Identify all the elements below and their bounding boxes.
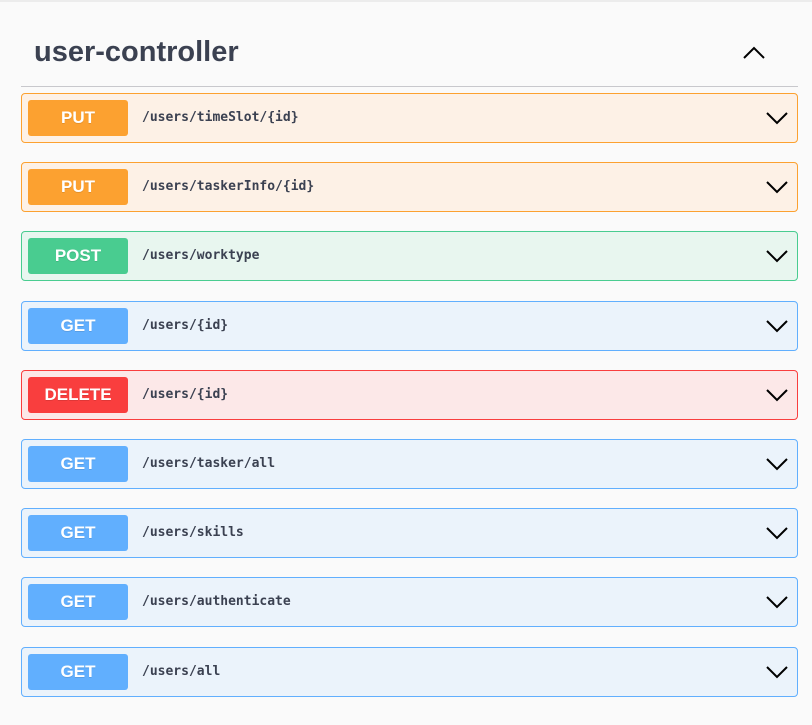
endpoint-path: /users/authenticate	[142, 594, 291, 609]
endpoint-path: /users/taskerInfo/{id}	[142, 179, 315, 194]
method-badge: GET	[28, 446, 128, 482]
chevron-down-icon[interactable]	[765, 317, 789, 335]
endpoint-path: /users/tasker/all	[142, 456, 276, 471]
endpoint-path: /users/skills	[142, 525, 244, 540]
chevron-up-icon[interactable]	[742, 44, 766, 62]
top-border	[0, 0, 812, 2]
chevron-down-icon[interactable]	[765, 663, 789, 681]
method-badge: GET	[28, 654, 128, 690]
chevron-down-icon[interactable]	[765, 247, 789, 265]
method-badge: GET	[28, 515, 128, 551]
endpoint-path: /users/{id}	[142, 387, 229, 402]
chevron-down-icon[interactable]	[765, 455, 789, 473]
endpoint-path: /users/{id}	[142, 318, 229, 333]
operation-row-get[interactable]: GET/users/skills	[21, 508, 798, 558]
endpoint-path: /users/all	[142, 664, 221, 679]
operation-row-get[interactable]: GET/users/all	[21, 647, 798, 697]
method-badge: PUT	[28, 100, 128, 136]
operation-row-get[interactable]: GET/users/tasker/all	[21, 439, 798, 489]
method-badge: GET	[28, 584, 128, 620]
method-badge: GET	[28, 308, 128, 344]
section-divider	[21, 86, 798, 87]
section-title[interactable]: user-controller	[34, 36, 239, 68]
endpoint-path: /users/timeSlot/{id}	[142, 110, 299, 125]
operation-row-get[interactable]: GET/users/authenticate	[21, 577, 798, 627]
operation-row-post[interactable]: POST/users/worktype	[21, 231, 798, 281]
chevron-down-icon[interactable]	[765, 109, 789, 127]
chevron-down-icon[interactable]	[765, 178, 789, 196]
method-badge: DELETE	[28, 377, 128, 413]
chevron-down-icon[interactable]	[765, 524, 789, 542]
operation-row-delete[interactable]: DELETE/users/{id}	[21, 370, 798, 420]
method-badge: PUT	[28, 169, 128, 205]
chevron-down-icon[interactable]	[765, 386, 789, 404]
method-badge: POST	[28, 238, 128, 274]
operation-row-put[interactable]: PUT/users/timeSlot/{id}	[21, 93, 798, 143]
operation-row-get[interactable]: GET/users/{id}	[21, 301, 798, 351]
chevron-down-icon[interactable]	[765, 593, 789, 611]
endpoint-path: /users/worktype	[142, 248, 260, 263]
operation-row-put[interactable]: PUT/users/taskerInfo/{id}	[21, 162, 798, 212]
